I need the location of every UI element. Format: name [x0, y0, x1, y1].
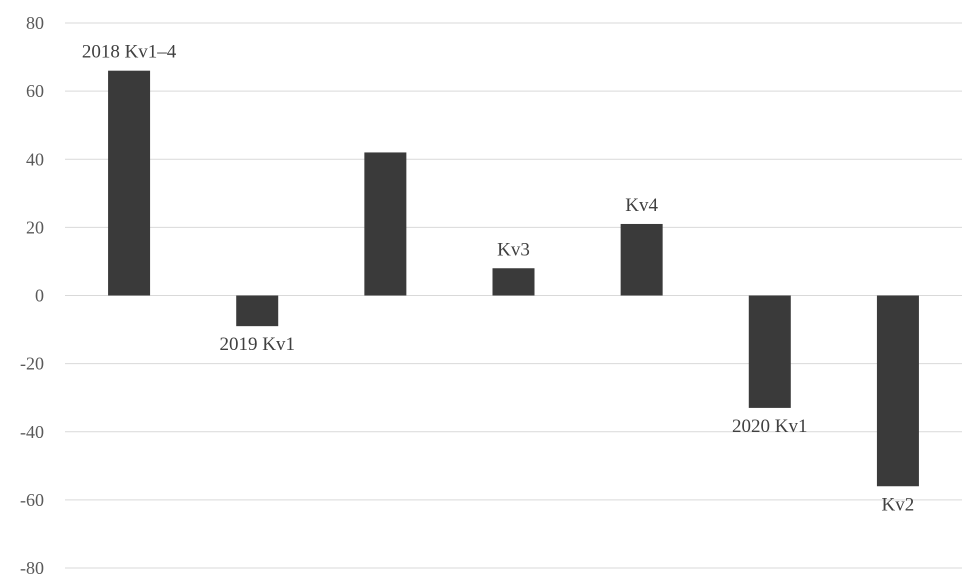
y-tick-label: 60: [26, 81, 44, 101]
y-tick-label: 40: [26, 149, 44, 169]
y-tick-label: -60: [20, 490, 44, 510]
bar: [236, 295, 279, 327]
data-label: 2019 Kv1: [219, 334, 294, 355]
data-label: Kv3: [497, 239, 530, 260]
bar: [364, 152, 407, 296]
y-tick-label: -80: [20, 558, 44, 578]
bar: [620, 223, 663, 296]
y-axis-tick-labels: 80 60 40 20 0 -20 -40 -60 -80: [20, 13, 44, 578]
data-label: Kv2: [882, 494, 915, 515]
bar: [748, 295, 791, 408]
y-tick-label: 20: [26, 217, 44, 237]
y-tick-label: -20: [20, 354, 44, 374]
bar: [492, 268, 535, 296]
data-label: 2020 Kv1: [732, 416, 807, 437]
y-tick-label: 80: [26, 13, 44, 33]
y-tick-label: 0: [35, 286, 44, 306]
data-label: 2018 Kv1–4: [82, 42, 177, 63]
data-labels: 2018 Kv1–4 2019 Kv1 Kv3 Kv4 2020 Kv1 Kv2: [82, 42, 914, 516]
bar: [108, 70, 151, 296]
data-label: Kv4: [625, 195, 658, 216]
bar: [876, 295, 919, 487]
y-tick-label: -40: [20, 422, 44, 442]
bars: [108, 70, 919, 487]
